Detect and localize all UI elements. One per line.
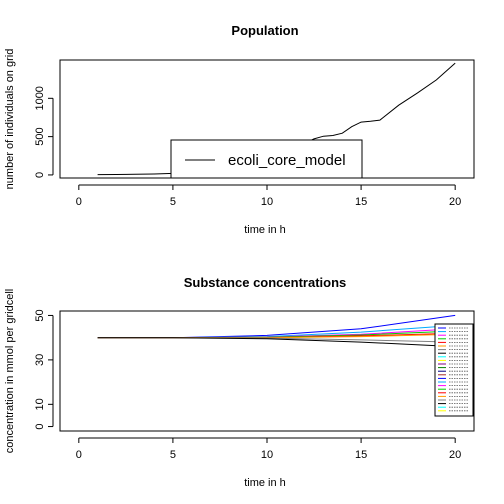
population-y-axis: 0 500 1000 — [34, 86, 53, 178]
population-chart: Population 0 5 10 15 20 0 500 1000 time in h n… — [4, 23, 474, 236]
substance-y-tick-label: 0 — [34, 423, 46, 429]
population-x-label: time in h — [244, 224, 286, 236]
population-y-tick-label: 1000 — [34, 86, 46, 110]
population-x-axis: 0 5 10 15 20 — [76, 185, 462, 208]
population-x-tick-label: 10 — [261, 196, 273, 208]
population-x-tick-label: 0 — [76, 196, 82, 208]
population-legend: ecoli_core_model — [171, 140, 362, 178]
substance-series — [98, 315, 456, 346]
substance-legend-box — [435, 324, 473, 416]
substance-x-tick-label: 20 — [449, 449, 461, 461]
population-y-label: number of individuals on grid — [4, 49, 16, 190]
population-title: Population — [231, 23, 298, 38]
substance-y-tick-label: 50 — [34, 309, 46, 321]
population-x-tick-label: 20 — [449, 196, 461, 208]
substance-series-line-7 — [98, 338, 456, 342]
population-y-tick-label: 0 — [34, 172, 46, 178]
population-legend-label: ecoli_core_model — [228, 152, 346, 169]
substance-x-tick-label: 15 — [355, 449, 367, 461]
substance-series-line-8 — [98, 338, 456, 347]
population-x-tick-label: 15 — [355, 196, 367, 208]
substance-x-tick-label: 5 — [170, 449, 176, 461]
substance-legend — [435, 324, 473, 416]
substance-x-tick-label: 10 — [261, 449, 273, 461]
substance-title: Substance concentrations — [184, 275, 347, 290]
substance-y-tick-label: 10 — [34, 398, 46, 410]
substance-x-label: time in h — [244, 477, 286, 489]
substance-x-tick-label: 0 — [76, 449, 82, 461]
substance-plot-frame — [60, 311, 474, 431]
substance-y-label: concentration in mmol per gridcell — [4, 289, 16, 453]
population-x-tick-label: 5 — [170, 196, 176, 208]
substance-y-axis: 0 10 30 50 — [34, 309, 53, 429]
substance-x-axis: 0 5 10 15 20 — [76, 438, 462, 461]
population-y-tick-label: 500 — [34, 127, 46, 145]
substance-y-tick-label: 30 — [34, 354, 46, 366]
substance-chart: Substance concentrations 0 5 10 15 20 0 10 30 5… — [4, 275, 474, 489]
